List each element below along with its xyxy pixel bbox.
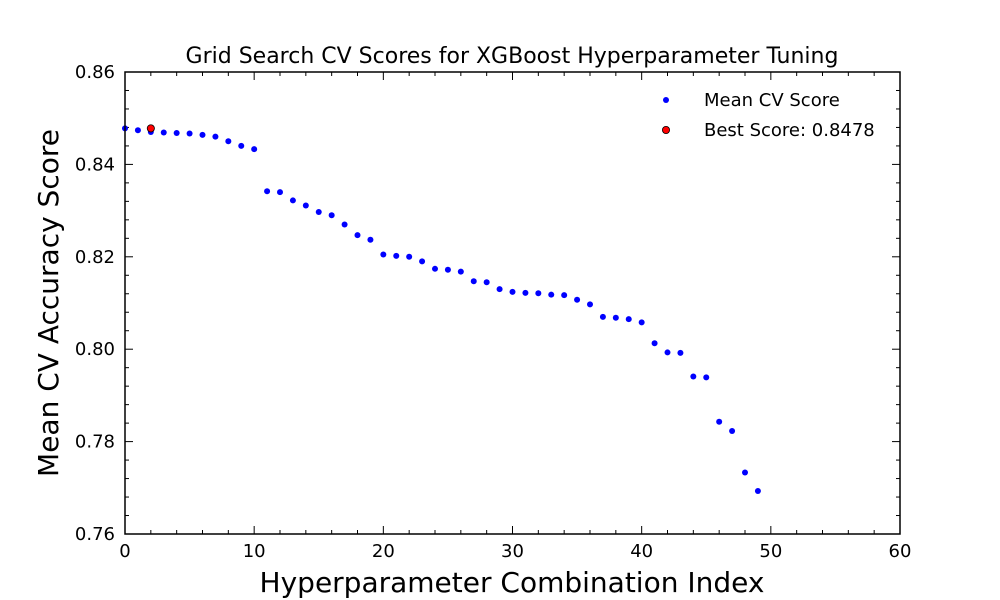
data-point — [341, 221, 348, 228]
x-tick-label: 40 — [630, 541, 653, 562]
data-point — [173, 129, 180, 136]
legend-label: Best Score: 0.8478 — [704, 120, 875, 141]
data-point — [186, 130, 193, 137]
data-point — [754, 488, 761, 495]
data-points — [122, 124, 761, 495]
chart-title: Grid Search CV Scores for XGBoost Hyperp… — [186, 44, 839, 69]
data-point — [315, 208, 322, 215]
data-point — [212, 133, 219, 140]
data-point — [651, 340, 658, 347]
legend-label: Mean CV Score — [704, 90, 840, 111]
y-tick-label: 0.82 — [75, 247, 115, 268]
data-point — [677, 349, 684, 356]
y-tick-label: 0.76 — [75, 524, 115, 545]
data-point — [483, 279, 490, 286]
data-point — [328, 212, 335, 219]
data-point — [612, 314, 619, 321]
data-point — [574, 296, 581, 303]
y-axis-label: Mean CV Accuracy Score — [32, 129, 65, 477]
x-tick-label: 20 — [372, 541, 395, 562]
data-point — [264, 188, 271, 195]
legend: Mean CV Score Best Score: 0.8478 — [662, 90, 875, 141]
data-point — [277, 189, 283, 196]
x-tick-label: 30 — [501, 541, 524, 562]
data-point — [716, 418, 723, 425]
data-point — [599, 313, 606, 320]
data-point — [393, 252, 400, 259]
data-point — [522, 289, 529, 296]
data-point — [432, 265, 438, 272]
data-point — [509, 288, 516, 295]
data-point — [457, 268, 464, 275]
x-tick-label: 0 — [119, 541, 130, 562]
data-point — [444, 266, 451, 273]
data-point — [289, 197, 296, 204]
data-point — [548, 291, 555, 298]
y-tick-label: 0.80 — [75, 339, 115, 360]
x-tick-label: 10 — [243, 541, 266, 562]
data-point — [380, 251, 387, 258]
data-point — [251, 146, 258, 153]
data-point — [535, 290, 542, 297]
x-tick-label: 50 — [759, 541, 782, 562]
axis-ticks: 0 10 20 30 40 50 60 0.76 0.78 0.80 0.82 0.84 0.86 — [75, 62, 912, 562]
data-point — [238, 142, 245, 149]
data-point — [664, 349, 671, 356]
data-point — [419, 258, 426, 265]
data-point — [302, 202, 309, 209]
y-tick-label: 0.84 — [75, 154, 115, 175]
data-point — [729, 427, 736, 434]
data-point — [225, 138, 232, 145]
data-point — [367, 236, 374, 243]
data-point — [470, 278, 477, 285]
data-point — [690, 373, 697, 380]
data-point — [496, 286, 503, 293]
y-tick-label: 0.86 — [75, 62, 115, 83]
data-point — [742, 469, 748, 476]
legend-marker-mean — [663, 97, 669, 103]
data-point — [561, 292, 568, 299]
data-point — [354, 232, 361, 239]
plot-frame — [124, 71, 901, 535]
data-point — [160, 129, 167, 136]
legend-marker-best — [662, 126, 671, 135]
data-point — [406, 253, 413, 260]
best-score-point — [146, 124, 155, 133]
data-point — [703, 374, 710, 381]
data-point — [587, 301, 593, 308]
data-point — [134, 127, 141, 134]
data-point — [199, 131, 206, 138]
x-axis-label: Hyperparameter Combination Index — [260, 566, 765, 599]
data-point — [625, 316, 632, 323]
x-tick-label: 60 — [889, 541, 912, 562]
y-tick-label: 0.78 — [75, 432, 115, 453]
data-point — [638, 319, 645, 326]
